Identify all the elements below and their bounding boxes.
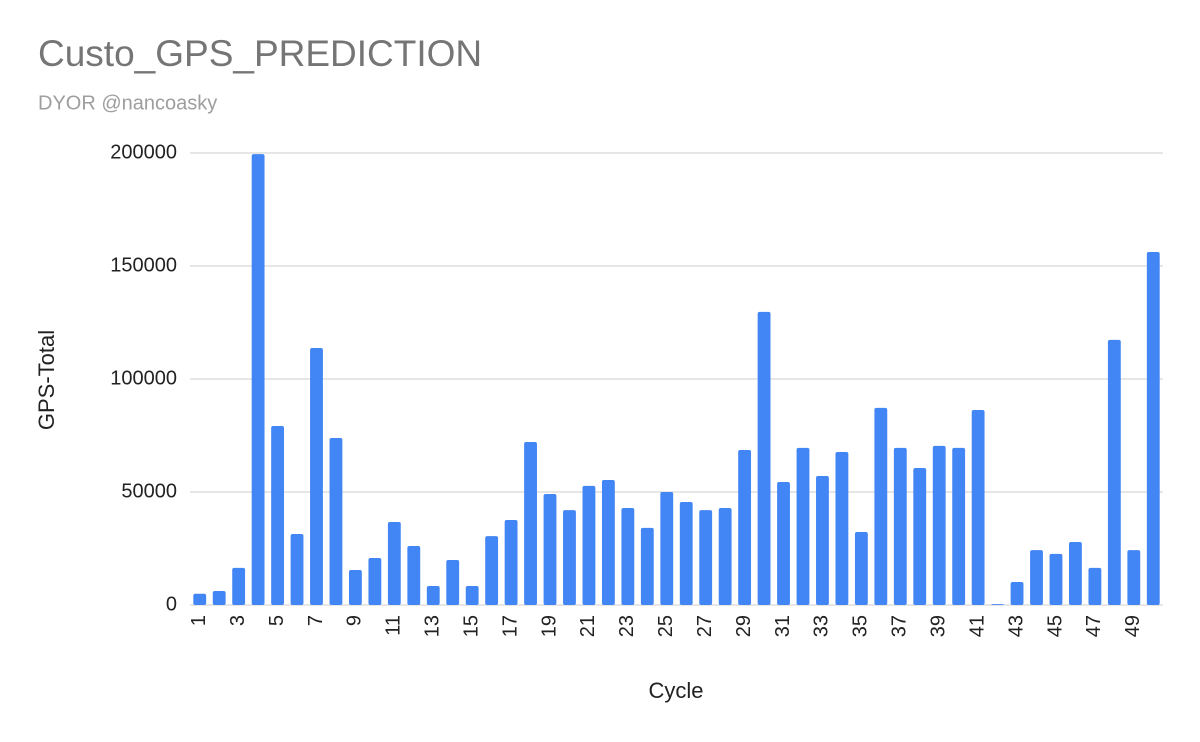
x-tick-label: 23 [616,615,638,637]
bar [446,560,460,605]
bar [251,154,265,605]
bar [816,475,829,605]
x-tick-label: 37 [889,615,911,637]
bar [640,527,654,605]
bar [271,426,284,605]
bar [212,590,226,605]
x-tick-label: 43 [1005,615,1027,637]
x-tick-label: 5 [266,615,288,626]
bar [757,311,771,605]
bar [660,492,674,605]
x-tick-label: 41 [966,615,988,637]
x-tick-label: 15 [460,615,482,637]
bar [310,348,323,605]
bar [854,532,868,605]
y-tick-label: 200000 [110,141,177,163]
x-tick-label: 19 [538,615,560,637]
bar [932,445,946,605]
bar [387,522,401,605]
bar [368,557,382,605]
x-tick-label: 13 [422,615,444,637]
bar [426,586,440,605]
y-tick-label: 0 [166,593,177,615]
x-tick-label: 31 [772,615,794,637]
bar [1069,541,1082,605]
bar [485,536,499,605]
x-tick-label: 47 [1083,615,1105,637]
bar [290,534,304,605]
y-tick-label: 100000 [110,367,177,389]
bar [971,409,985,605]
chart-title: Custo_GPS_PREDICTION [38,33,482,74]
bar [582,485,596,605]
x-tick-label: 39 [927,615,949,637]
x-axis-title: Cycle [648,678,703,703]
bar [193,593,207,605]
bar [913,468,927,605]
x-tick-label: 33 [811,615,833,637]
x-tick-label: 35 [850,615,872,637]
x-tick-label: 21 [577,615,599,637]
bar [465,586,479,605]
x-tick-label: 3 [227,615,249,626]
x-tick-label: 7 [305,615,327,626]
bar [1146,251,1160,605]
y-axis-title: GPS-Total [34,330,59,430]
bar [232,567,246,605]
bar [835,451,849,605]
bar [407,546,421,605]
bar [563,510,576,605]
x-tick-label: 27 [694,615,716,637]
bar [543,494,557,605]
bar [796,447,810,605]
bar [738,449,752,605]
bar [1107,339,1121,605]
y-tick-label: 50000 [121,480,177,502]
bar [991,604,1005,605]
bar [1127,550,1141,605]
bar [348,569,362,605]
x-tick-label: 1 [188,615,210,626]
y-tick-label: 150000 [110,254,177,276]
bar [1088,567,1102,605]
bar [1010,581,1024,605]
bar [504,520,518,605]
bar [1049,553,1063,605]
x-tick-label: 29 [733,615,755,637]
bar [1030,550,1043,605]
bar [874,407,888,605]
x-tick-label: 49 [1122,615,1144,637]
bar [524,442,537,605]
bar [699,510,713,605]
bar [679,501,693,605]
bar [621,508,635,605]
x-tick-label: 25 [655,615,677,637]
bar [952,447,966,605]
x-tick-label: 9 [344,615,366,626]
x-tick-label: 17 [499,615,521,637]
bar [329,437,343,605]
chart-subtitle: DYOR @nancoasky [38,92,217,114]
bar [777,482,790,605]
x-tick-label: 45 [1044,615,1066,637]
x-tick-label: 11 [383,615,405,636]
bar [601,480,615,605]
bar [718,508,732,605]
bar [893,447,907,605]
